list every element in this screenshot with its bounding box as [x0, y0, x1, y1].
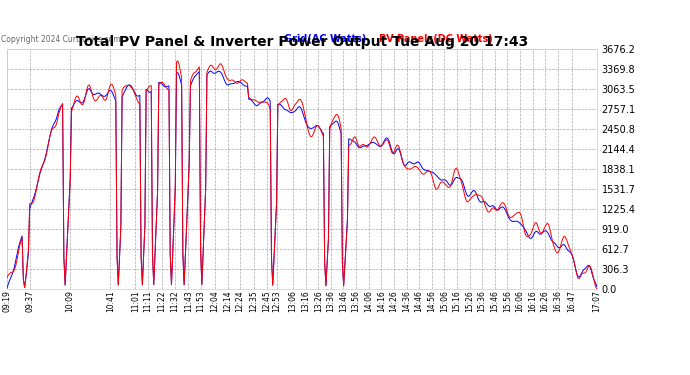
Text: PV Panels(DC Watts): PV Panels(DC Watts): [379, 34, 493, 44]
Title: Total PV Panel & Inverter Power Output Tue Aug 20 17:43: Total PV Panel & Inverter Power Output T…: [76, 35, 528, 49]
Text: Copyright 2024 Curtronics.com: Copyright 2024 Curtronics.com: [1, 35, 121, 44]
Text: Grid(AC Watts): Grid(AC Watts): [284, 34, 366, 44]
